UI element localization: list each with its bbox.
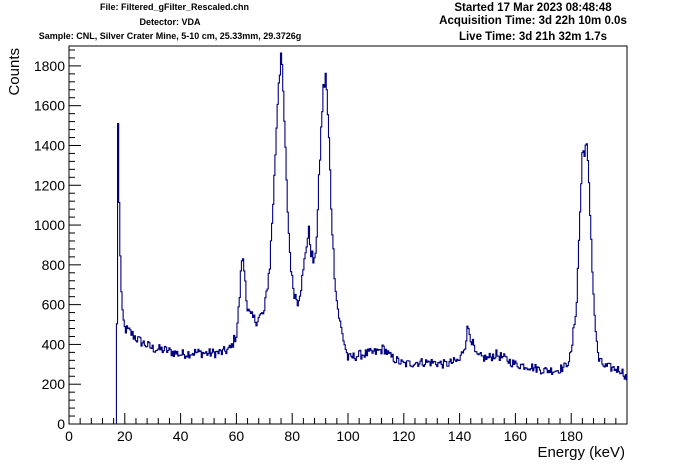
start-time-label: Started 17 Mar 2023 08:48:48: [454, 2, 612, 14]
x-tick-label: 60: [229, 428, 245, 444]
plot-frame: [68, 45, 628, 425]
sample-label: Sample: CNL, Silver Crater Mine, 5-10 cm…: [38, 31, 302, 41]
y-axis-title: Counts: [6, 48, 23, 96]
y-tick-label: 1600: [34, 98, 65, 114]
y-tick-label: 1800: [34, 58, 65, 74]
detector-label: Detector: VDA: [139, 17, 201, 27]
x-tick-label: 100: [336, 428, 360, 444]
x-tick-label: 80: [284, 428, 300, 444]
y-tick-label: 1000: [34, 217, 65, 233]
x-axis: 0 20 40 60 80 100 120 140 160 180: [65, 413, 628, 444]
x-tick-label: 20: [117, 428, 133, 444]
y-tick-label: 200: [42, 376, 66, 392]
y-axis: 0 200 400 600 800 1000 1200 1400 1600 1800: [34, 49, 81, 432]
y-tick-label: 0: [57, 416, 65, 432]
x-tick-label: 0: [65, 428, 73, 444]
x-tick-label: 180: [560, 428, 584, 444]
acquisition-time-label: Acquisition Time: 3d 22h 10m 0.0s: [439, 15, 627, 27]
x-tick-label: 40: [173, 428, 189, 444]
y-tick-label: 1400: [34, 137, 65, 153]
x-tick-label: 140: [448, 428, 472, 444]
x-tick-label: 120: [392, 428, 416, 444]
spectrum-series-line: [115, 52, 627, 424]
y-tick-label: 600: [42, 297, 66, 313]
x-axis-title: Energy (keV): [537, 444, 625, 461]
y-tick-label: 800: [42, 257, 66, 273]
live-time-label: Live Time: 3d 21h 32m 1.7s: [458, 31, 608, 43]
x-tick-label: 160: [504, 428, 528, 444]
file-label: File: Filtered_gFilter_Rescaled.chn: [100, 2, 250, 12]
y-tick-label: 400: [42, 336, 66, 352]
y-tick-label: 1200: [34, 177, 65, 193]
